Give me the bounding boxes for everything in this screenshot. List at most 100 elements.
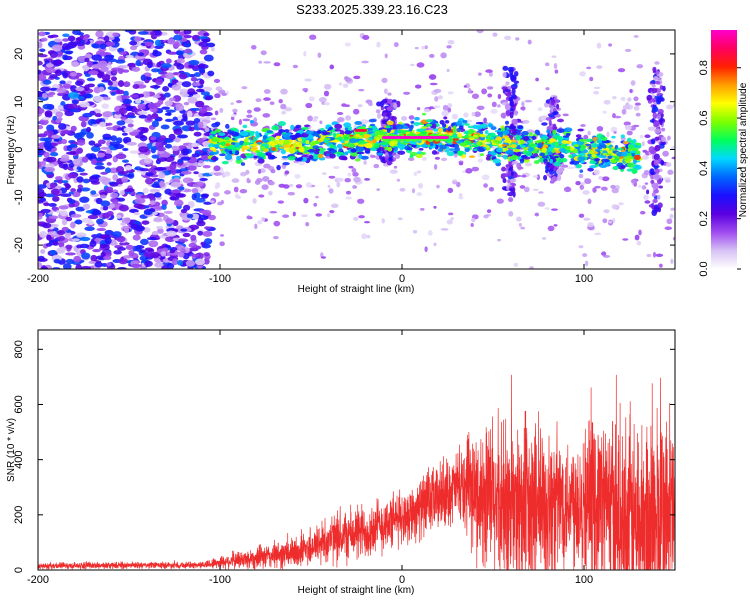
- spectrogram-blob: [653, 189, 659, 194]
- spectrogram-blob: [92, 248, 101, 253]
- spectrogram-blob: [70, 125, 77, 132]
- spectrogram-blob: [41, 116, 51, 121]
- spectrogram-blob: [446, 68, 450, 73]
- spectrogram-blob: [646, 189, 650, 195]
- spectrogram-blob: [510, 75, 517, 82]
- spectrogram-blob: [358, 144, 365, 147]
- spectrogram-blob: [666, 218, 673, 225]
- spectrogram-blob: [209, 146, 216, 151]
- spectrogram-blob: [327, 185, 331, 188]
- spectrogram-blob: [171, 79, 177, 85]
- spectrogram-blob: [457, 150, 464, 156]
- spectrogram-blob: [204, 127, 210, 133]
- spectrogram-blob: [538, 191, 544, 194]
- spectrogram-blob: [602, 254, 611, 258]
- spectrogram-blob: [629, 150, 637, 154]
- spectrogram-blob: [76, 244, 83, 249]
- spectrogram-blob: [180, 148, 190, 156]
- spectrogram-blob: [42, 103, 53, 110]
- spectrogram-blob: [252, 136, 258, 142]
- spectrogram-blob: [61, 226, 69, 232]
- spectrogram-blob: [156, 146, 166, 152]
- spectrogram-blob: [463, 85, 467, 88]
- spectrogram-blob: [173, 30, 181, 35]
- spectrogram-blob: [477, 158, 484, 163]
- spectrogram-blob: [263, 163, 271, 169]
- spectrogram-blob: [596, 150, 601, 156]
- spectrogram-blob: [213, 165, 221, 172]
- spectrogram-blob: [233, 186, 239, 193]
- spectrogram-blob: [208, 135, 214, 139]
- spectrogram-blob: [229, 150, 233, 155]
- spectrogram-blob: [231, 137, 236, 141]
- spectrogram-blob: [40, 266, 48, 269]
- spectrogram-blob: [324, 83, 332, 90]
- spectrogram-blob: [307, 115, 313, 122]
- spectrogram-blob: [564, 146, 571, 151]
- spectrogram-blob: [353, 108, 360, 115]
- spectrogram-blob: [612, 166, 619, 171]
- spectrogram-blob: [459, 142, 468, 147]
- spectrogram-blob: [153, 192, 162, 198]
- spectrogram-blob: [308, 96, 315, 102]
- spectrogram-blob: [49, 249, 57, 256]
- spectrogram-blob: [98, 86, 105, 93]
- spectrogram-blob: [207, 70, 215, 77]
- spectrogram-blob: [579, 184, 585, 190]
- spectrogram-blob: [133, 81, 145, 85]
- spectrogram-blob: [655, 253, 664, 257]
- spectrogram-blob: [389, 169, 398, 174]
- spectrogram-blob: [129, 94, 140, 98]
- spectrogram-blob: [624, 124, 632, 131]
- spectrogram-blob: [578, 152, 586, 157]
- spectrogram-blob: [386, 112, 392, 117]
- spectrogram-blob: [84, 57, 90, 63]
- spectrogram-blob: [164, 118, 174, 123]
- spectrogram-blob: [654, 128, 661, 134]
- spectrogram-blob: [414, 84, 422, 89]
- spectrogram-blob: [183, 101, 190, 106]
- spectrogram-blob: [246, 215, 252, 220]
- spectrogram-blob: [180, 156, 191, 161]
- spectrogram-blob: [448, 212, 454, 216]
- spectrogram-blob: [123, 127, 135, 133]
- spectrogram-blob: [46, 234, 52, 241]
- spectrogram-blob: [344, 77, 352, 82]
- spectrogram-blob: [425, 123, 433, 127]
- spectrogram-blob: [612, 95, 617, 100]
- spectrogram-blob: [516, 151, 522, 157]
- spectrogram-blob: [100, 66, 109, 73]
- spectrogram-blob: [121, 217, 131, 224]
- spectrogram-blob: [236, 135, 241, 139]
- spectrogram-blob: [393, 102, 398, 110]
- spectrogram-blob: [238, 119, 243, 125]
- spectrogram-blob: [657, 202, 663, 209]
- spectrogram-blob: [75, 86, 85, 92]
- spectrogram-blob: [327, 213, 331, 218]
- spectrogram-blob: [545, 117, 552, 121]
- spectrogram-blob: [594, 308, 598, 311]
- spectrogram-blob: [337, 136, 343, 141]
- spectrogram-blob: [98, 234, 110, 239]
- spectrogram-blob: [613, 155, 621, 159]
- spectrogram-blob: [169, 249, 176, 254]
- spectrogram-blob: [202, 38, 211, 43]
- spectrogram-blob: [630, 80, 636, 86]
- spectrogram-blob: [159, 135, 167, 142]
- spectrogram-blob: [524, 99, 533, 103]
- spectrogram-blob: [602, 218, 608, 224]
- spectrogram-blob: [94, 113, 103, 118]
- spectrogram-blob: [508, 197, 514, 203]
- spectrogram-blob: [140, 74, 146, 81]
- spectrogram-blob: [41, 37, 48, 42]
- spectrogram-blob: [90, 145, 101, 152]
- spectrogram-blob: [94, 162, 105, 166]
- spectrogram-blob: [256, 141, 263, 145]
- spectrogram-blob: [351, 167, 357, 174]
- spectrogram-blob: [591, 154, 597, 158]
- spectrogram-blob: [268, 191, 273, 196]
- spectrogram-blob: [376, 188, 381, 191]
- spectrogram-blob: [288, 147, 293, 153]
- spectrogram-blob: [141, 220, 150, 225]
- spectrogram-blob: [123, 226, 130, 234]
